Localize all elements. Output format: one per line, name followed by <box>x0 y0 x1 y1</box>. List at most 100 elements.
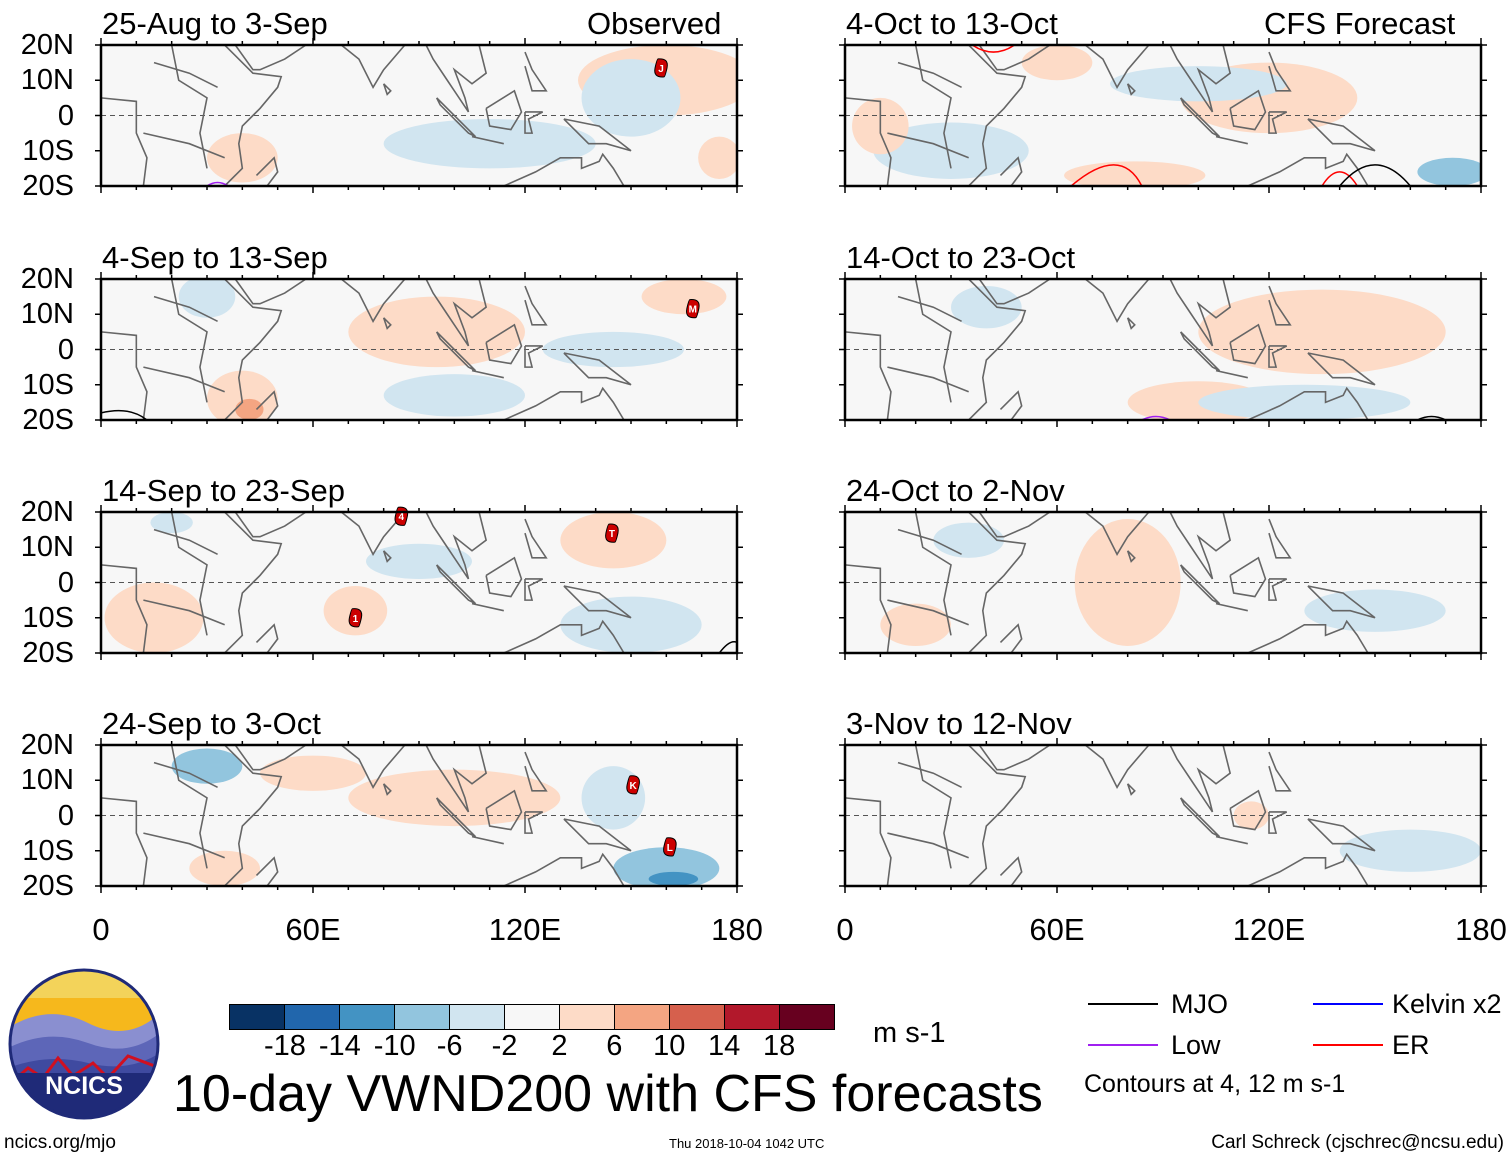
colorbar-swatch <box>230 1005 284 1029</box>
coastline <box>845 97 892 186</box>
coastline <box>887 599 969 626</box>
coastline <box>887 832 969 859</box>
map-panel: 4 T 1 <box>95 505 743 660</box>
coastline <box>1126 550 1136 563</box>
colorbar-swatch <box>559 1005 614 1029</box>
coastline <box>845 564 892 653</box>
colorbar-swatch <box>284 1005 339 1029</box>
panel-title: 4-Sep to 13-Sep <box>102 240 328 275</box>
negative-anomaly <box>542 331 684 368</box>
coastline <box>255 856 279 886</box>
map-panel: KL <box>95 738 743 893</box>
legend-line-er <box>1313 1044 1383 1046</box>
map-panel: M <box>95 272 743 427</box>
longitude-label: 0 <box>836 912 854 947</box>
latitude-label: 20N <box>20 263 74 295</box>
colorbar-tick-label: -6 <box>436 1030 463 1062</box>
legend-line-low <box>1088 1044 1158 1046</box>
positive-anomaly <box>104 582 204 653</box>
negative-anomaly <box>581 766 646 830</box>
coastline <box>1084 512 1150 556</box>
longitude-label: 180 <box>1455 912 1507 947</box>
coastline <box>999 156 1023 186</box>
storm-label: M <box>689 305 697 316</box>
latitude-label: 20S <box>22 637 74 669</box>
negative-anomaly <box>1110 66 1287 102</box>
coastline <box>845 797 892 886</box>
coastline <box>1126 783 1136 796</box>
storm-label: 1 <box>353 614 359 625</box>
map-panel <box>839 738 1487 893</box>
coastline <box>234 512 307 538</box>
coastline <box>340 279 406 323</box>
source-url[interactable]: ncics.org/mjo <box>4 1132 116 1153</box>
colorbar-tick-label: 2 <box>551 1030 568 1062</box>
storm-label: L <box>667 843 673 854</box>
panel-title: 14-Sep to 23-Sep <box>102 473 346 508</box>
coastline <box>471 835 504 845</box>
legend-label-mjo: MJO <box>1171 989 1228 1019</box>
coastline <box>471 369 504 379</box>
coastline <box>1307 585 1376 619</box>
map-panel <box>839 272 1487 427</box>
coastline <box>1268 518 1292 559</box>
positive-anomaly <box>641 279 727 315</box>
coastline <box>224 745 283 886</box>
colorbar <box>229 1004 835 1030</box>
coastline <box>1268 51 1292 92</box>
coastline <box>143 832 225 859</box>
panel-title: 3-Nov to 12-Nov <box>846 706 1072 741</box>
colorbar-unit: m s-1 <box>873 1017 946 1049</box>
coastline <box>1268 345 1288 368</box>
latitude-label: 20N <box>20 496 74 528</box>
coastline <box>425 512 488 580</box>
coastline <box>897 295 962 323</box>
coastline <box>503 619 625 653</box>
latitude-label: 20S <box>22 170 74 202</box>
coastline <box>234 745 307 771</box>
colorbar-swatch <box>669 1005 724 1029</box>
coastline <box>524 518 548 559</box>
coastline <box>1247 619 1369 653</box>
latitude-label: 10N <box>20 298 74 331</box>
coastline <box>1215 602 1248 612</box>
coastline <box>425 45 488 113</box>
wave-contour <box>971 45 1016 53</box>
legend-label-er: ER <box>1392 1030 1430 1060</box>
panel-title: 14-Oct to 23-Oct <box>846 240 1076 275</box>
coastline <box>524 51 548 92</box>
latitude-label: 20N <box>20 729 74 761</box>
coastline <box>485 556 523 598</box>
coastline <box>382 550 392 563</box>
contour-note: Contours at 4, 12 m s-1 <box>1084 1070 1346 1098</box>
longitude-label: 120E <box>1232 912 1306 947</box>
colorbar-tick-label: 18 <box>762 1030 796 1062</box>
negative-anomaly <box>1417 157 1481 186</box>
coastline <box>503 852 625 886</box>
coastline <box>1126 83 1136 96</box>
colorbar-tick-label: -18 <box>263 1030 306 1062</box>
storm-label: J <box>658 64 664 75</box>
coastline <box>471 602 504 612</box>
latitude-label: 10N <box>20 531 74 564</box>
latitude-label: 10S <box>22 134 74 167</box>
negative-anomaly <box>150 512 193 534</box>
storm-label: K <box>630 781 638 792</box>
panel-title: 25-Aug to 3-Sep <box>102 6 328 41</box>
map-panel <box>839 505 1487 660</box>
positive-anomaly <box>1021 45 1093 81</box>
coastline <box>435 97 477 138</box>
author-credit: Carl Schreck (cjschrec@ncsu.edu) <box>1211 1132 1504 1153</box>
coastline <box>524 285 548 326</box>
coastline <box>153 528 218 556</box>
coastline <box>968 45 1027 186</box>
coastline <box>524 111 544 134</box>
positive-anomaly <box>189 850 260 886</box>
map-panel <box>839 38 1487 193</box>
colorbar-swatch <box>394 1005 449 1029</box>
latitude-label: 0 <box>57 333 74 366</box>
positive-anomaly <box>880 603 951 646</box>
figure-title: 10-day VWND200 with CFS forecasts <box>173 1065 1043 1123</box>
coastline <box>563 118 632 152</box>
coastline <box>999 390 1023 420</box>
